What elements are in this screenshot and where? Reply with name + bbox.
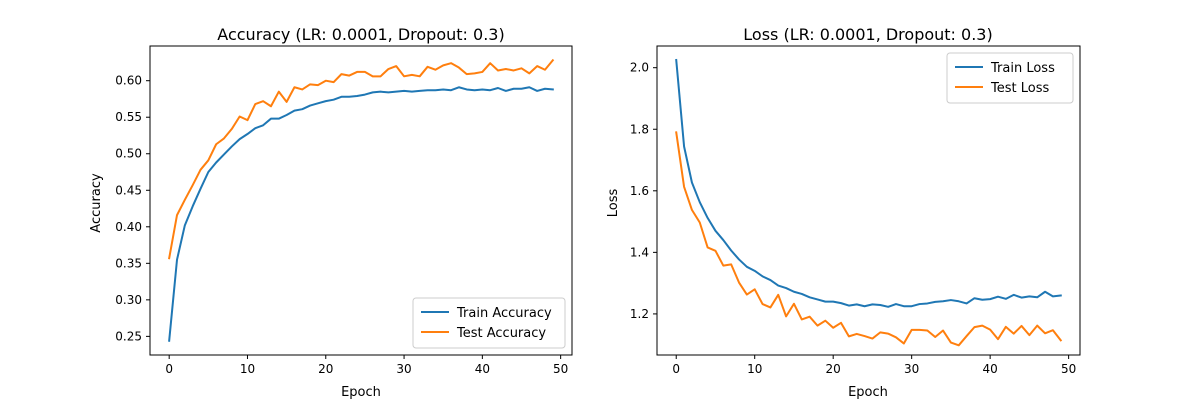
loss-y-tick-label: 1.2 bbox=[630, 307, 649, 321]
loss-legend: Train Loss Test Loss bbox=[946, 52, 1074, 104]
loss-series-line-0 bbox=[675, 58, 1062, 308]
loss-legend-label-0: Train Loss bbox=[990, 61, 1055, 76]
accuracy-series-line-0 bbox=[168, 86, 554, 342]
loss-y-tick-label: 1.6 bbox=[630, 184, 649, 198]
accuracy-y-axis-label: Accuracy bbox=[89, 173, 104, 233]
accuracy-axes-frame bbox=[149, 45, 573, 356]
accuracy-x-axis-label: Epoch bbox=[341, 385, 381, 400]
accuracy-chart: Accuracy (LR: 0.0001, Dropout: 0.3) Epoc… bbox=[89, 25, 573, 400]
accuracy-y-tick-label: 0.35 bbox=[115, 256, 142, 270]
loss-y-tick-label: 1.8 bbox=[630, 122, 649, 136]
loss-chart-title: Loss (LR: 0.0001, Dropout: 0.3) bbox=[743, 25, 992, 44]
loss-x-axis-label: Epoch bbox=[848, 385, 888, 400]
accuracy-series-line-1 bbox=[168, 58, 555, 260]
loss-legend-label-1: Test Loss bbox=[990, 81, 1049, 96]
loss-y-tick-label: 2.0 bbox=[630, 61, 649, 75]
loss-plot-area: 0 10 20 30 40 50 1.2 1.4 1.6 1.8 2.0 bbox=[630, 45, 1081, 376]
loss-series-line-1 bbox=[675, 131, 1063, 347]
loss-axes-frame bbox=[656, 45, 1081, 356]
loss-legend-box bbox=[946, 52, 1074, 104]
accuracy-x-tick-label: 50 bbox=[553, 362, 568, 376]
accuracy-legend-box bbox=[412, 297, 566, 349]
accuracy-y-tick-label: 0.55 bbox=[115, 110, 142, 124]
accuracy-x-tick-label: 20 bbox=[318, 362, 333, 376]
accuracy-legend-label-0: Train Accuracy bbox=[456, 306, 552, 321]
accuracy-y-tick-label: 0.30 bbox=[115, 293, 142, 307]
loss-x-tick-label: 0 bbox=[672, 362, 680, 376]
accuracy-x-tick-label: 0 bbox=[165, 362, 173, 376]
loss-x-tick-label: 40 bbox=[983, 362, 998, 376]
accuracy-legend-label-1: Test Accuracy bbox=[456, 326, 546, 341]
accuracy-x-tick-label: 40 bbox=[475, 362, 490, 376]
accuracy-y-tick-label: 0.40 bbox=[115, 220, 142, 234]
accuracy-y-tick-label: 0.45 bbox=[115, 183, 142, 197]
accuracy-y-tick-label: 0.50 bbox=[115, 147, 142, 161]
loss-x-tick-label: 50 bbox=[1061, 362, 1076, 376]
accuracy-plot-area: 0 10 20 30 40 50 0.25 0.30 0.35 0.40 0.45 0.50 0.55 0… bbox=[115, 45, 573, 376]
accuracy-chart-title: Accuracy (LR: 0.0001, Dropout: 0.3) bbox=[217, 25, 504, 44]
loss-x-tick-label: 10 bbox=[747, 362, 762, 376]
accuracy-x-tick-label: 10 bbox=[240, 362, 255, 376]
loss-y-axis-label: Loss bbox=[606, 189, 621, 218]
accuracy-y-tick-label: 0.60 bbox=[115, 74, 142, 88]
accuracy-legend: Train Accuracy Test Accuracy bbox=[412, 297, 566, 349]
accuracy-x-tick-label: 30 bbox=[396, 362, 411, 376]
accuracy-y-tick-label: 0.25 bbox=[115, 329, 142, 343]
loss-y-tick-label: 1.4 bbox=[630, 245, 649, 259]
loss-x-tick-label: 20 bbox=[826, 362, 841, 376]
loss-x-tick-label: 30 bbox=[904, 362, 919, 376]
loss-chart: Loss (LR: 0.0001, Dropout: 0.3) Epoch Lo… bbox=[606, 25, 1081, 400]
